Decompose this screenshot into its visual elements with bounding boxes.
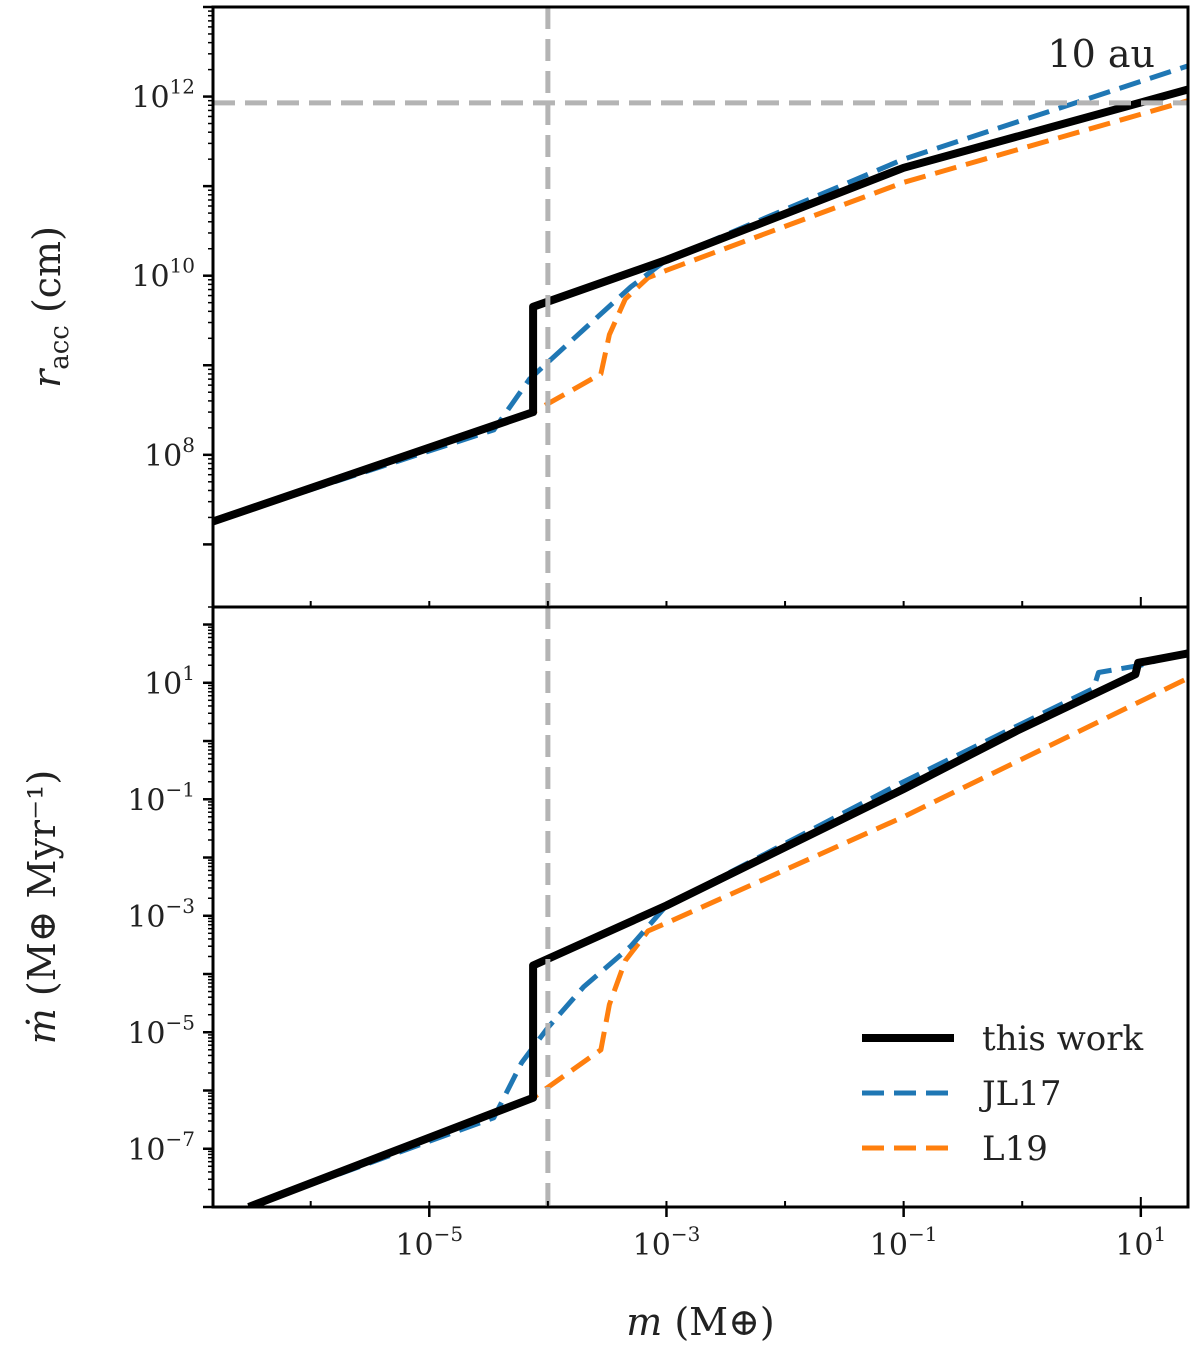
xlabel-main: m xyxy=(626,1300,662,1344)
top-series-jl17 xyxy=(213,63,1188,524)
x-axis-label: m (M⊕) xyxy=(626,1300,775,1344)
bottom-series-this-work xyxy=(247,649,1188,1207)
bottom-y-tick-label: 101 xyxy=(144,661,195,702)
bottom-y-axis-label: ṁ (M⊕ Myr⁻¹) xyxy=(20,770,64,1044)
top-reference-lines xyxy=(213,7,1188,607)
bottom-ylabel-main: ṁ xyxy=(20,1008,64,1044)
bottom-y-tick-label: 10−7 xyxy=(127,1127,195,1168)
legend-label: JL17 xyxy=(979,1074,1061,1114)
top-series-group xyxy=(213,63,1188,526)
top-ylabel-sub: acc xyxy=(45,325,75,370)
legend-label: L19 xyxy=(982,1129,1048,1169)
bottom-panel: 10−7 10−5 10−3 10−1 101 10−5 10−3 10−1 101 ṁ (M⊕… xyxy=(20,605,1190,1344)
x-tick-label: 101 xyxy=(1115,1222,1166,1263)
x-tick-label: 10−5 xyxy=(395,1222,463,1263)
top-series-l19 xyxy=(213,98,1188,524)
top-axes-frame xyxy=(211,5,1190,609)
legend: this work JL17 L19 xyxy=(862,1019,1144,1169)
bottom-axes-frame xyxy=(211,605,1190,1209)
bottom-ticks: 10−7 10−5 10−3 10−1 101 10−5 10−3 10−1 101 xyxy=(127,606,1166,1263)
bottom-series-l19 xyxy=(247,675,1188,1207)
xlabel-unit: (M⊕) xyxy=(662,1300,774,1344)
bottom-series-group xyxy=(247,649,1188,1207)
panel-annotation: 10 au xyxy=(1047,32,1155,76)
x-tick-label: 10−1 xyxy=(870,1222,938,1263)
bottom-y-tick-label: 10−1 xyxy=(127,777,195,818)
x-tick-label: 10−3 xyxy=(633,1222,701,1263)
bottom-series-jl17 xyxy=(247,649,1188,1207)
top-y-tick-label: 1010 xyxy=(131,254,195,295)
top-ylabel-main: r xyxy=(25,367,69,388)
top-panel: 108 1010 1012 10 au racc (cm) xyxy=(25,5,1190,609)
bottom-y-tick-label: 10−5 xyxy=(127,1010,195,1051)
legend-label: this work xyxy=(982,1019,1144,1059)
bottom-ylabel-unit: (M⊕ Myr⁻¹) xyxy=(20,770,64,1008)
top-ticks: 108 1010 1012 xyxy=(131,5,1142,607)
top-y-tick-label: 1012 xyxy=(131,75,195,116)
top-ylabel-unit: (cm) xyxy=(25,226,69,325)
top-y-tick-label: 108 xyxy=(144,433,195,474)
bottom-y-tick-label: 10−3 xyxy=(127,894,195,935)
top-series-this-work xyxy=(213,85,1188,526)
top-y-axis-label: racc (cm) xyxy=(25,226,75,388)
